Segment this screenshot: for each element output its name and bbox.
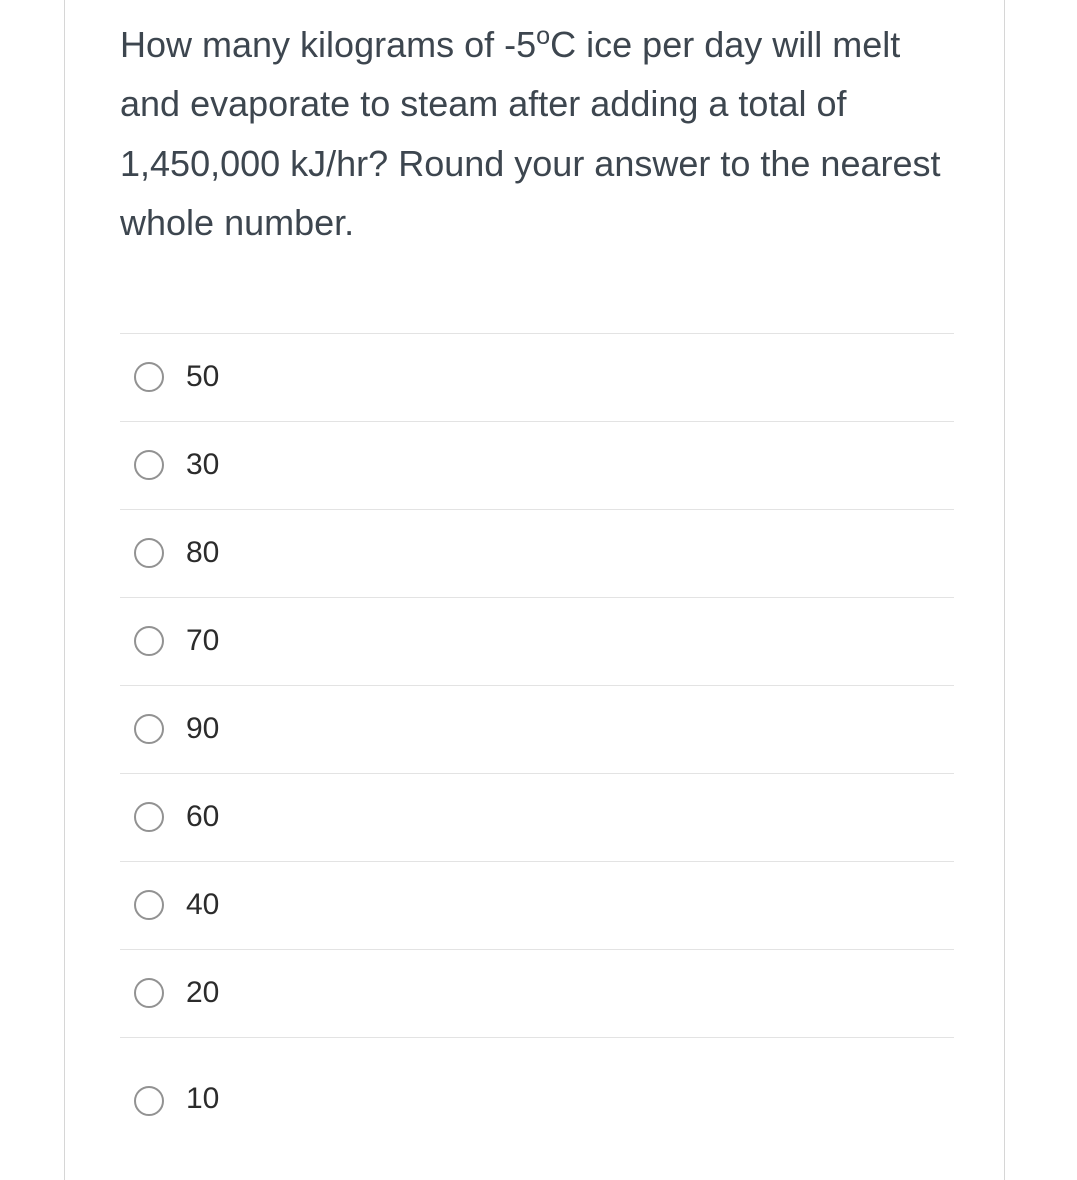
radio-icon[interactable] [134,978,164,1008]
option-label: 80 [186,536,219,570]
option-label: 50 [186,360,219,394]
option-row-60[interactable]: 60 [120,774,954,862]
radio-icon[interactable] [134,626,164,656]
radio-icon[interactable] [134,450,164,480]
question-text: How many kilograms of -5oC ice per day w… [120,0,954,333]
option-label: 60 [186,800,219,834]
option-label: 30 [186,448,219,482]
option-label: 70 [186,624,219,658]
radio-icon[interactable] [134,362,164,392]
option-row-30[interactable]: 30 [120,422,954,510]
option-label: 40 [186,888,219,922]
degree-superscript: o [536,22,550,50]
radio-icon[interactable] [134,802,164,832]
option-row-40[interactable]: 40 [120,862,954,950]
option-row-10[interactable]: 10 [120,1038,954,1118]
question-part-1: How many kilograms of -5 [120,24,536,65]
option-row-80[interactable]: 80 [120,510,954,598]
radio-icon[interactable] [134,890,164,920]
option-row-70[interactable]: 70 [120,598,954,686]
question-card: How many kilograms of -5oC ice per day w… [64,0,1005,1180]
options-list: 50 30 80 70 90 60 40 20 [120,333,954,1118]
radio-icon[interactable] [134,714,164,744]
radio-icon[interactable] [134,538,164,568]
option-label: 10 [186,1082,219,1116]
option-label: 20 [186,976,219,1010]
radio-icon[interactable] [134,1086,164,1116]
option-row-50[interactable]: 50 [120,334,954,422]
option-row-20[interactable]: 20 [120,950,954,1038]
option-label: 90 [186,712,219,746]
option-row-90[interactable]: 90 [120,686,954,774]
